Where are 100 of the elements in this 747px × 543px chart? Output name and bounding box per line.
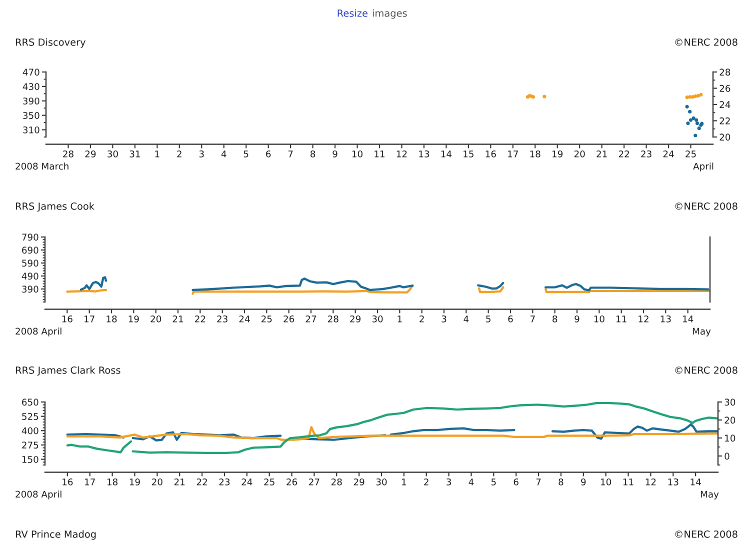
x-tick-label: 24	[239, 315, 250, 322]
x-tick-label: 26	[286, 478, 298, 486]
text: ©NERC 2008	[675, 366, 738, 374]
x-tick-label: 27	[306, 315, 316, 322]
point	[697, 126, 701, 130]
x-tick-label: 22	[196, 478, 207, 486]
x-tick-label: 31	[130, 150, 140, 158]
y-tick-label: 690	[22, 246, 38, 254]
x-tick-label: 20	[150, 315, 162, 322]
x-tick-label: 23	[641, 150, 652, 158]
x-axis-title: 2008 April	[16, 328, 62, 336]
y-tick-label: 790	[22, 234, 38, 241]
x-tick-label: 17	[84, 316, 94, 322]
point	[688, 118, 693, 122]
x-tick-label: 4	[221, 150, 226, 158]
y-tick-label: 310	[23, 126, 40, 134]
y2-tick-label: 20	[724, 416, 736, 424]
y-tick-label: 430	[22, 83, 40, 90]
chart-title: RRS Discovery	[16, 38, 86, 48]
x-tick-label: 1	[398, 316, 402, 322]
x-tick-label: 18	[106, 315, 117, 322]
text: RV Prince Madog	[16, 530, 96, 540]
x-tick-label: 19	[552, 150, 563, 158]
text: ©NERC 2008	[675, 530, 738, 538]
y2-tick-label: 24	[720, 101, 730, 108]
y-tick-label: 400	[22, 427, 38, 434]
x-tick-label: 16	[486, 150, 496, 158]
x-tick-label: 23	[219, 478, 230, 486]
x-tick-label: 17	[85, 478, 95, 486]
x-tick-label: 10	[601, 478, 612, 486]
y-tick-label: 390	[23, 98, 40, 104]
x-tick-label: 13	[419, 150, 430, 158]
x-tick-label: 5	[244, 150, 248, 158]
x-tick-label: 19	[128, 315, 139, 322]
y-tick-label: 275	[22, 442, 38, 449]
point	[688, 110, 692, 114]
x-tick-label: 7	[530, 316, 535, 322]
text: ©NERC 2008	[675, 38, 738, 46]
point	[685, 104, 689, 109]
y2-tick-label: 26	[720, 84, 730, 92]
x-tick-label: 18	[107, 478, 118, 486]
x-tick-label: 8	[552, 315, 558, 322]
x-tick-label: 12	[646, 478, 656, 486]
x-tick-label: 30	[372, 315, 383, 322]
x-tick-label: 12	[638, 315, 648, 322]
x-tick-label: 20	[574, 150, 585, 158]
x-tick-label: 20	[152, 478, 162, 486]
chart-title: RRS James Clark Ross	[16, 366, 120, 376]
y2-tick-label: 10	[725, 434, 736, 442]
x-tick-label: 29	[354, 478, 364, 486]
x-tick-label: 7	[536, 478, 541, 486]
x-tick-label: 30	[376, 478, 387, 486]
x-tick-label: 2	[420, 315, 424, 322]
y-tick-label: 590	[22, 260, 38, 267]
x-tick-label: 13	[668, 478, 678, 486]
point	[686, 121, 690, 126]
line-series	[66, 426, 718, 441]
x-tick-label: 3	[199, 150, 204, 158]
x-tick-label: 28	[331, 478, 342, 486]
x-tick-label: 5	[491, 478, 496, 486]
point	[692, 116, 696, 120]
text: April	[693, 162, 714, 172]
point	[542, 94, 546, 98]
x-tick-label: 24	[242, 478, 252, 486]
x-axis-title: 2008 April	[16, 490, 62, 500]
x-tick-label: 9	[581, 478, 586, 486]
x-tick-label: 5	[486, 316, 490, 322]
x-tick-label: 22	[195, 315, 206, 322]
x-tick-label: 6	[266, 150, 271, 158]
x-tick-label: 18	[530, 150, 540, 158]
x-tick-label: 14	[441, 150, 452, 158]
y-tick-label: 350	[23, 112, 40, 119]
x-tick-label: 16	[62, 315, 72, 322]
y2-tick-label: 28	[720, 68, 730, 76]
x-tick-label: 9	[574, 315, 580, 322]
x-tick-label: 25	[264, 478, 274, 486]
x-tick-label: 23	[217, 315, 228, 322]
x-tick-label: 12	[396, 150, 407, 158]
x-tick-label: 3	[442, 315, 446, 322]
x-tick-label: 11	[374, 150, 384, 158]
x-tick-label: 26	[284, 315, 294, 322]
x-tick-label: 28	[328, 315, 338, 322]
y-tick-label: 470	[22, 68, 40, 76]
chart-title: RRS James Cook	[16, 202, 94, 212]
y-tick-label: 490	[22, 272, 38, 280]
x-tick-label: 25	[686, 150, 696, 158]
x-tick-label: 8	[310, 150, 316, 158]
y2-tick-label: 0	[724, 452, 730, 460]
x-tick-label: 29	[350, 315, 361, 322]
x-tick-label: 24	[663, 150, 674, 158]
x-tick-label: 27	[309, 478, 320, 486]
point	[694, 134, 698, 137]
x-tick-label: 16	[62, 478, 73, 486]
y2-tick-label: 22	[720, 117, 730, 124]
point	[699, 92, 703, 97]
point	[695, 121, 700, 126]
x-tick-label: 22	[618, 150, 629, 158]
x-tick-label: 29	[85, 150, 96, 158]
x-tick-label: 30	[108, 150, 118, 158]
x-axis-title: 2008 March	[16, 162, 68, 170]
